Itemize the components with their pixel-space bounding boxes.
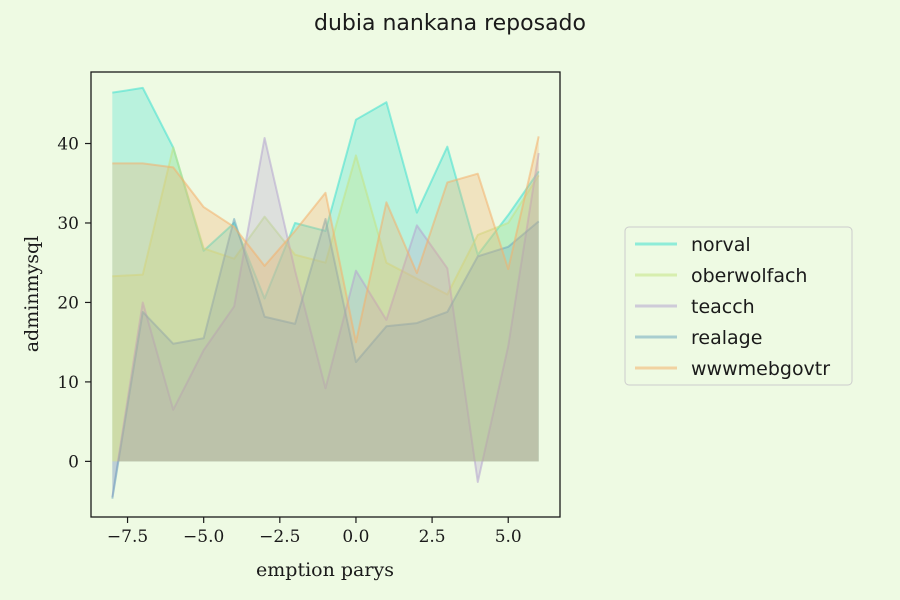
x-tick-label: −7.5 — [107, 527, 148, 547]
x-tick-label: −5.0 — [183, 527, 224, 547]
x-tick-label: −2.5 — [259, 527, 300, 547]
legend-label: wwwmebgovtr — [691, 358, 830, 380]
y-tick-label: 30 — [57, 214, 79, 234]
y-axis: 0 10 20 30 40 — [57, 135, 91, 473]
x-tick-label: 5.0 — [495, 527, 522, 547]
plot-areas — [112, 88, 538, 499]
legend[interactable]: norval oberwolfach teacch realage wwwmebgovt… — [625, 227, 852, 385]
x-tick-label: 2.5 — [419, 527, 446, 547]
chart-title: dubia nankana reposado — [314, 11, 586, 36]
x-tick-label: 0.0 — [342, 527, 369, 547]
y-tick-label: 0 — [68, 452, 79, 472]
area-fill-wwwmebgovtr — [112, 136, 538, 461]
legend-label: teacch — [691, 296, 755, 318]
legend-label: norval — [691, 234, 751, 256]
legend-label: realage — [691, 327, 762, 349]
x-axis-label: emption parys — [256, 559, 394, 581]
y-tick-label: 20 — [57, 293, 79, 313]
y-tick-label: 40 — [57, 135, 79, 155]
x-axis: −7.5 −5.0 −2.5 0.0 2.5 5.0 — [107, 517, 522, 547]
legend-label: oberwolfach — [691, 265, 807, 287]
y-axis-label: adminmysql — [21, 236, 43, 353]
y-tick-label: 10 — [57, 373, 79, 393]
